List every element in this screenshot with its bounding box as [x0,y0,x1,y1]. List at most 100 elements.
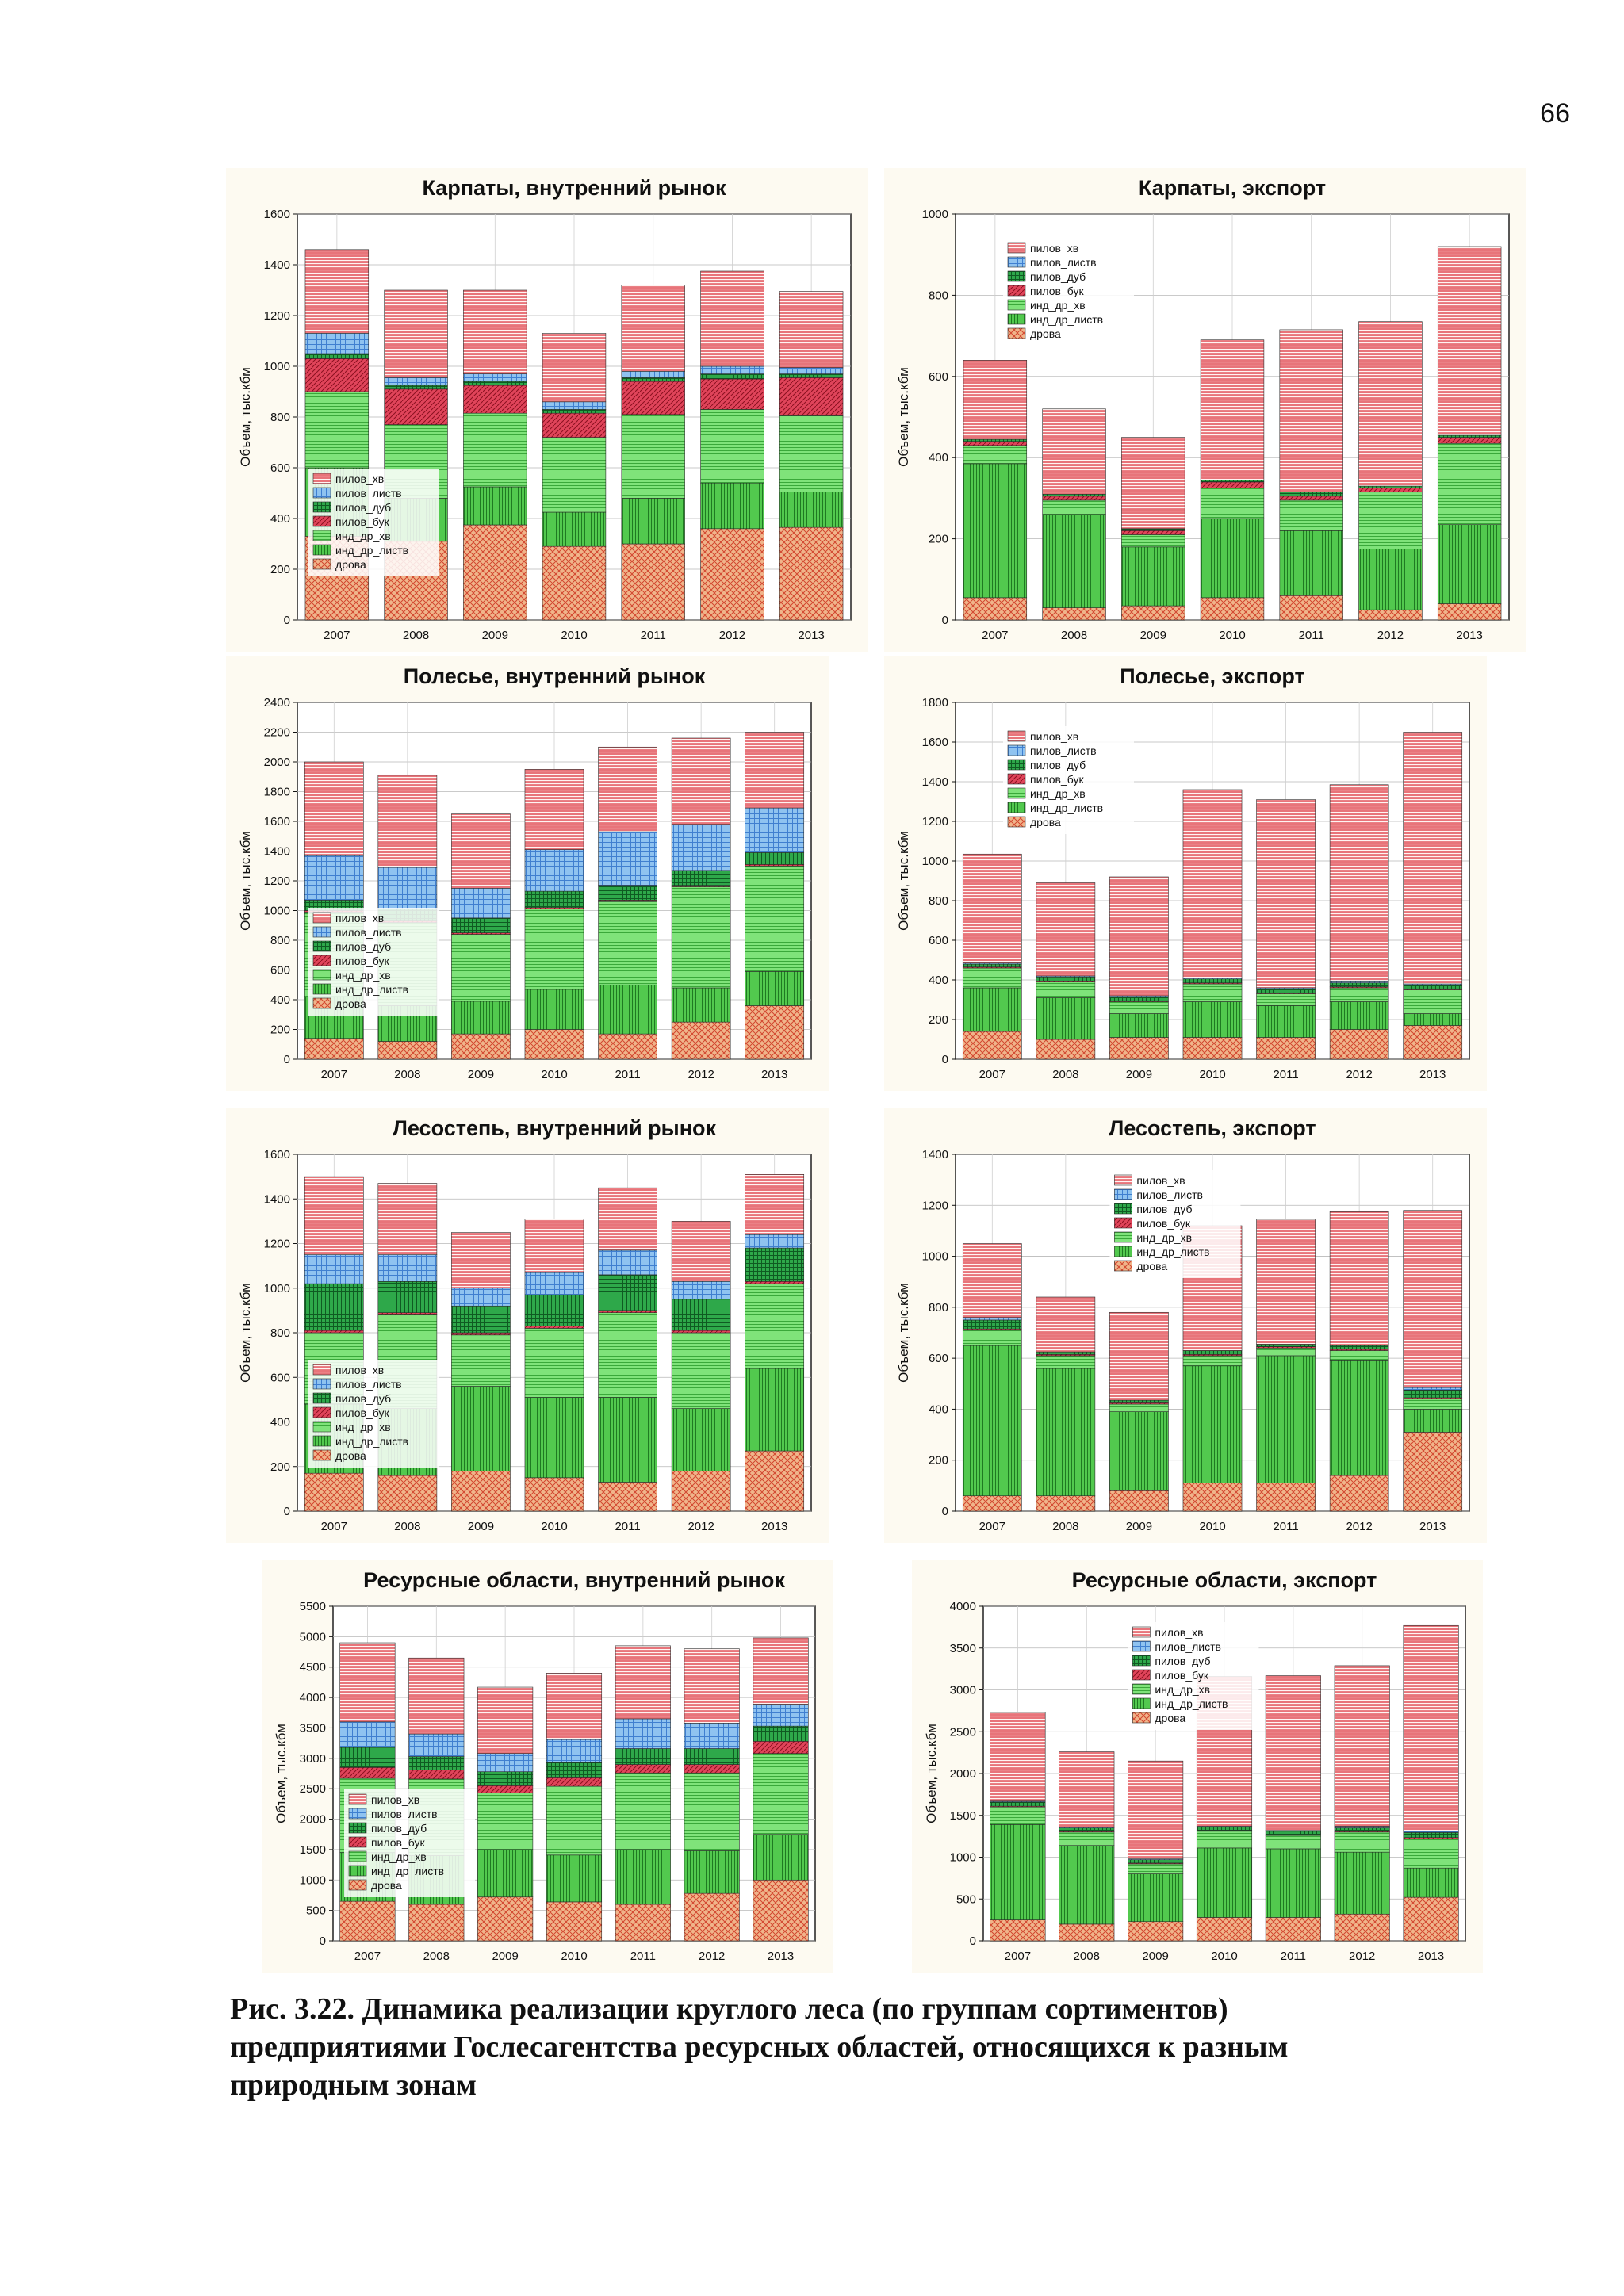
x-tick-label: 2011 [1299,629,1324,642]
bar-segment-инд-др-листв-2013 [1437,524,1502,604]
bar-segment-пилов-хв-2011 [598,1187,657,1251]
bar-segment-пилов-хв-2011 [615,1645,671,1720]
bar-segment-инд-др-хв-2011 [1256,993,1316,1006]
x-tick-label: 2008 [394,1068,420,1081]
bar-segment-инд-др-листв-2009 [451,1001,511,1035]
bar-segment-пилов-листв-2007 [339,1721,396,1748]
legend-label-пилов-дуб: пилов_дуб [335,940,391,953]
bar-segment-дрова-2010 [542,545,607,621]
legend-swatch-пилов-хв [312,1364,331,1376]
x-tick-label: 2008 [1074,1950,1100,1963]
x-tick-label: 2009 [482,629,508,642]
y-axis-label: Объем, тыс.кбм [238,1283,253,1383]
chart-svg: Карпаты, внутренний рынок 0 200 400 600 800 10… [238,176,852,642]
y-tick-label: 5000 [300,1630,326,1644]
bar-segment-пилов-листв-2013 [753,1704,809,1727]
legend-swatch-пилов-листв [1007,744,1026,756]
legend-swatch-инд-др-хв [1114,1231,1132,1243]
x-tick-label: 2010 [1219,629,1245,642]
bar-segment-пилов-хв-2008 [1036,882,1096,977]
bar-segment-дрова-2013 [745,1450,805,1512]
y-axis-label: Объем, тыс.кбм [238,367,253,467]
legend-label-пилов-хв: пилов_хв [335,473,384,485]
legend-label-пилов-дуб: пилов_дуб [1030,270,1086,283]
chart-svg: Ресурсные области, экспорт 0 500 1000 1500 20… [924,1568,1466,1963]
y-tick-label: 800 [929,894,948,908]
legend-swatch-дрова [1114,1260,1132,1272]
y-tick-label: 600 [270,461,290,475]
legend-swatch-пилов-дуб [312,940,331,952]
x-tick-label: 2012 [719,629,745,642]
legend-label-дрова: дрова [1155,1712,1185,1724]
bar-segment-пилов-дуб-2011 [598,1274,657,1311]
bar-segment-дрова-2008 [1059,1923,1115,1942]
bar-segment-пилов-листв-2007 [304,1254,364,1284]
legend-swatch-дрова [348,1879,367,1891]
x-tick-label: 2010 [1199,1520,1225,1533]
bar-segment-инд-др-листв-2011 [621,498,685,545]
y-tick-label: 3000 [950,1684,976,1697]
bar-segment-пилов-листв-2008 [377,867,438,909]
legend-swatch-инд-др-хв [312,969,331,981]
legend-label-пилов-листв: пилов_листв [335,487,402,499]
bar-segment-пилов-дуб-2007 [304,353,370,359]
bar-segment-дрова-2012 [1334,1913,1390,1942]
legend-swatch-пилов-бук [1007,285,1026,297]
bar-segment-пилов-дуб-2009 [451,1305,511,1334]
caption-line-2: предприятиями Гослесагентства ресурсных … [230,2030,1289,2064]
bar-segment-дрова-2012 [1358,609,1423,621]
legend-label-пилов-бук: пилов_бук [1030,773,1084,786]
legend-label-пилов-дуб: пилов_дуб [335,1392,391,1405]
bar-segment-пилов-хв-2011 [598,746,657,832]
bar-segment-пилов-хв-2011 [1265,1675,1321,1831]
x-tick-label: 2008 [423,1950,450,1963]
bar-segment-пилов-хв-2007 [962,1243,1022,1318]
bar-segment-пилов-бук-2011 [1279,496,1343,501]
legend-swatch-пилов-хв [1007,242,1026,254]
chart-resource-domestic: Ресурсные области, внутренний рынок 0 500 1… [262,1560,833,1973]
bar-segment-пилов-листв-2011 [615,1718,671,1749]
legend-swatch-пилов-бук [312,1406,331,1418]
bar-segment-дрова-2011 [1256,1483,1316,1512]
bar-segment-пилов-дуб-2007 [990,1801,1046,1807]
legend-label-пилов-хв: пилов_хв [335,1364,384,1376]
x-tick-label: 2008 [1052,1068,1078,1081]
bar-segment-пилов-листв-2012 [671,1281,731,1300]
bar-segment-пилов-бук-2009 [477,1785,534,1793]
chart-svg: Карпаты, экспорт 0 200 400 600 800 1000 Объем, … [896,176,1510,642]
chart-title: Ресурсные области, внутренний рынок [363,1568,785,1592]
y-tick-label: 3000 [300,1752,326,1766]
bar-segment-инд-др-листв-2010 [524,1397,584,1479]
y-axis-label: Объем, тыс.кбм [896,367,911,467]
x-tick-label: 2007 [982,629,1008,642]
bar-segment-пилов-бук-2013 [779,377,844,416]
bar-segment-инд-др-хв-2009 [1109,1001,1169,1014]
bar-segment-инд-др-хв-2008 [1059,1831,1115,1846]
legend-swatch-инд-др-листв [1007,802,1026,813]
legend-swatch-инд-др-хв [348,1850,367,1862]
bar-segment-пилов-хв-2008 [377,775,438,868]
legend-swatch-пилов-дуб [1007,270,1026,282]
y-tick-label: 400 [929,451,948,465]
bar-segment-инд-др-листв-2013 [1403,1867,1459,1898]
bar-segment-инд-др-хв-2013 [1403,1399,1463,1410]
bar-segment-инд-др-хв-2009 [451,1334,511,1387]
x-tick-label: 2008 [1061,629,1087,642]
x-tick-label: 2011 [615,1520,640,1533]
bar-segment-пилов-листв-2008 [384,377,448,386]
x-tick-label: 2010 [1199,1068,1225,1081]
legend-label-пилов-листв: пилов_листв [335,926,402,939]
x-tick-label: 2011 [1273,1520,1298,1533]
bar-segment-пилов-дуб-2007 [963,438,1028,442]
bar-segment-пилов-дуб-2010 [524,890,584,909]
bar-segment-инд-др-хв-2011 [598,1312,657,1398]
legend-swatch-инд-др-хв [1007,787,1026,799]
bar-segment-пилов-дуб-2010 [546,1762,603,1778]
bar-segment-инд-др-хв-2012 [1334,1831,1390,1853]
bar-segment-пилов-бук-2011 [598,1310,657,1313]
bar-segment-дрова-2007 [304,1038,364,1060]
legend-swatch-пилов-бук [312,955,331,966]
y-tick-label: 2400 [264,696,290,710]
legend-swatch-инд-др-листв [312,983,331,995]
legend-label-инд-др-листв: инд_др_листв [335,983,408,996]
